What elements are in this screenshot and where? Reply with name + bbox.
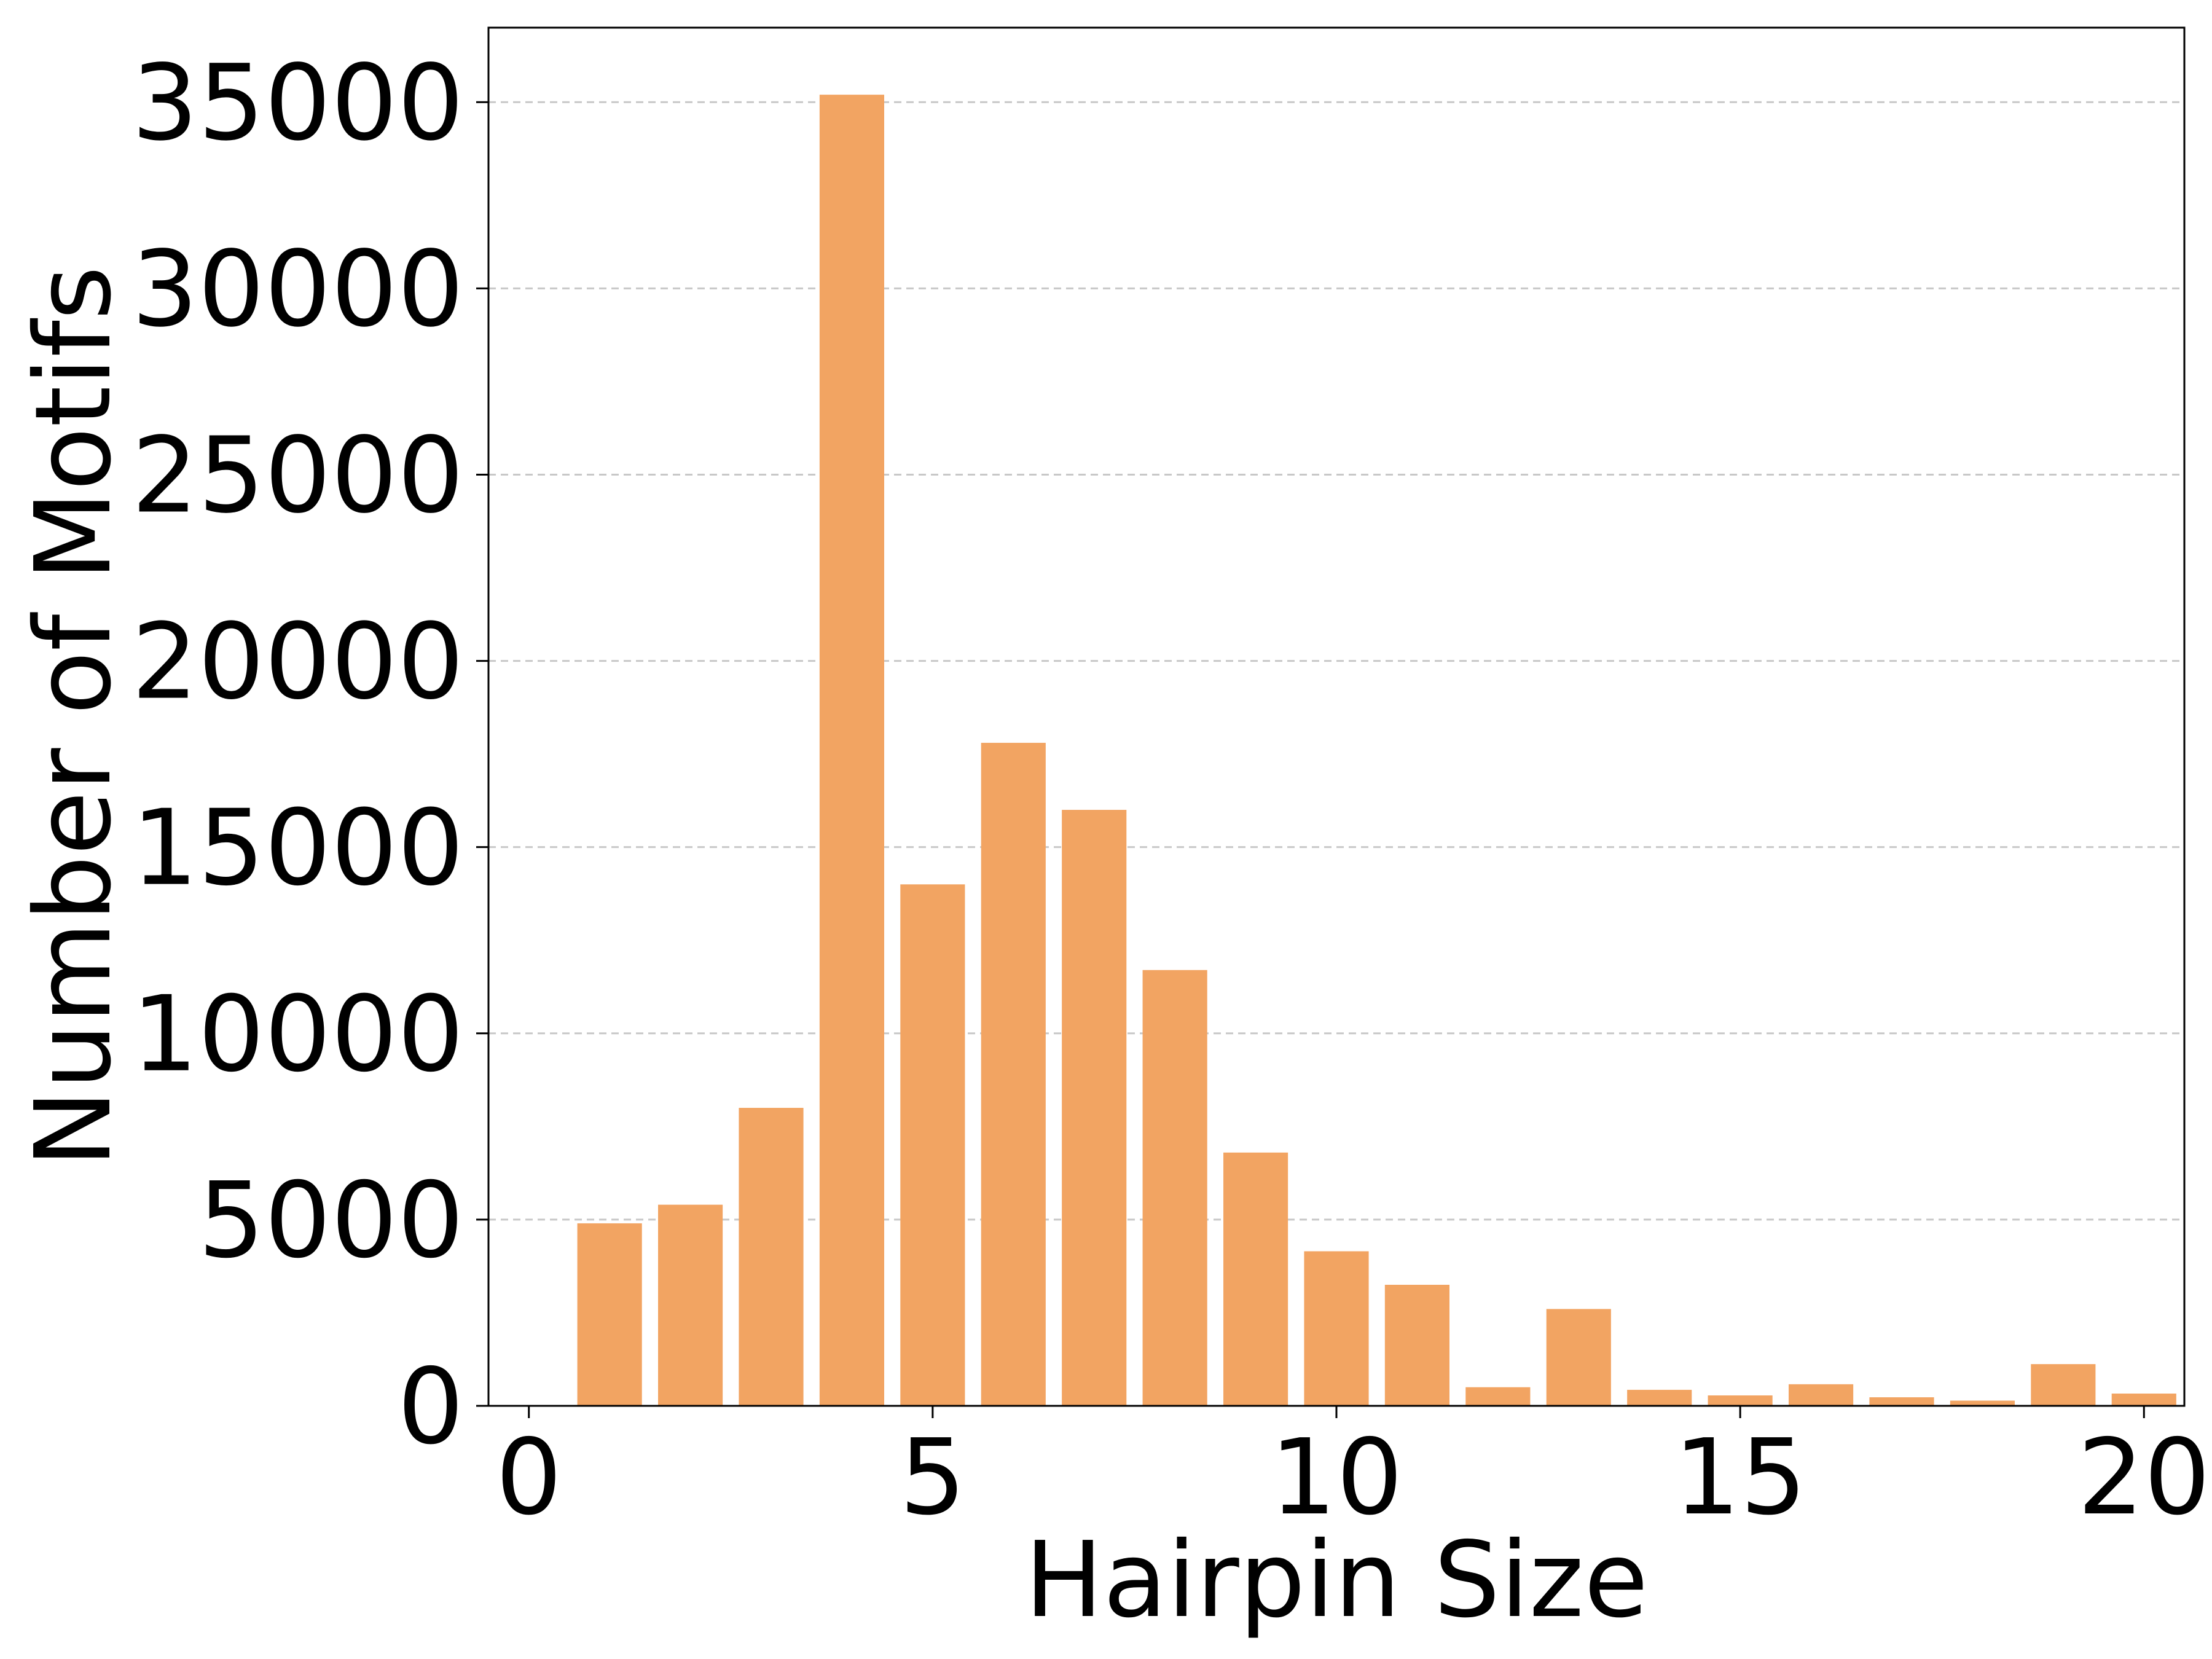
x-tick-label-20: 20 bbox=[2077, 1417, 2210, 1539]
bar-15 bbox=[1708, 1395, 1773, 1406]
bar-7 bbox=[1062, 810, 1127, 1406]
bar-19 bbox=[2031, 1364, 2096, 1406]
y-tick-label-25000: 25000 bbox=[131, 415, 464, 536]
x-tick-label-15: 15 bbox=[1674, 1417, 1806, 1539]
bar-6 bbox=[981, 742, 1046, 1406]
bar-10 bbox=[1304, 1251, 1369, 1406]
bar-2 bbox=[658, 1204, 723, 1406]
y-tick-label-30000: 30000 bbox=[131, 229, 464, 350]
y-axis-ticks: 0 5000 10000 15000 20000 25000 30000 35000 bbox=[131, 42, 488, 1468]
bars bbox=[577, 95, 2176, 1406]
bar-18 bbox=[1950, 1400, 2015, 1406]
bar-4 bbox=[819, 95, 884, 1406]
bar-9 bbox=[1223, 1152, 1288, 1406]
y-tick-label-5000: 5000 bbox=[198, 1160, 464, 1282]
y-axis-label: Number of Motifs bbox=[13, 266, 135, 1168]
x-axis-label: Hairpin Size bbox=[1024, 1520, 1648, 1641]
bar-20 bbox=[2111, 1393, 2176, 1406]
bar-1 bbox=[577, 1223, 642, 1406]
bar-11 bbox=[1384, 1284, 1449, 1406]
bar-13 bbox=[1546, 1309, 1611, 1406]
x-tick-label-10: 10 bbox=[1270, 1417, 1403, 1539]
bar-5 bbox=[900, 884, 965, 1406]
bar-3 bbox=[739, 1108, 804, 1406]
y-tick-label-35000: 35000 bbox=[131, 42, 464, 164]
y-tick-label-15000: 15000 bbox=[131, 788, 464, 909]
bar-12 bbox=[1465, 1387, 1531, 1406]
bar-16 bbox=[1789, 1384, 1854, 1406]
bar-14 bbox=[1627, 1389, 1692, 1406]
x-axis-ticks: 0 5 10 15 20 bbox=[496, 1406, 2210, 1539]
y-tick-label-10000: 10000 bbox=[131, 974, 464, 1096]
bar-8 bbox=[1142, 970, 1207, 1406]
bar-17 bbox=[1869, 1397, 1934, 1406]
x-tick-label-5: 5 bbox=[900, 1417, 966, 1539]
x-tick-label-0: 0 bbox=[496, 1417, 562, 1539]
y-gridlines bbox=[488, 101, 2184, 1221]
y-tick-label-20000: 20000 bbox=[131, 602, 464, 723]
y-tick-label-0: 0 bbox=[398, 1346, 464, 1468]
